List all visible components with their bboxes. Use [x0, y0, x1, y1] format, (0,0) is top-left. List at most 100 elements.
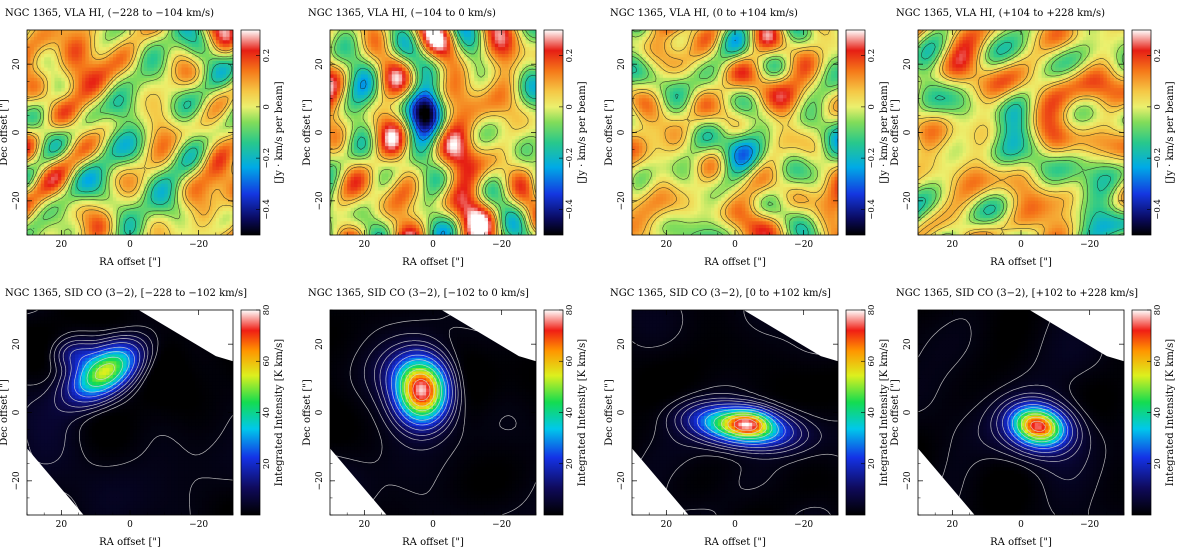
contour-lines	[330, 30, 536, 235]
panel-title: NGC 1365, VLA HI, (0 to +104 km/s)	[610, 8, 798, 19]
colorbar-tick-label: 80	[867, 305, 877, 316]
panel-7: 20 0 −20 −20 0 20 NGC 1365, SID CO (3−2), [0 t…	[604, 288, 890, 548]
colorbar-tick-label: −0.4	[262, 199, 272, 220]
heatmap-image	[918, 310, 1124, 515]
contour-level	[632, 30, 838, 235]
coverage-mask	[330, 310, 536, 515]
y-tick-label: 20	[903, 58, 913, 70]
contour-level	[632, 30, 838, 235]
colorbar-tick-label: −0.2	[1153, 148, 1163, 169]
contour-level	[674, 397, 809, 455]
x-tick-label: 20	[56, 240, 68, 250]
contour-level	[1011, 407, 1064, 446]
colorbar-tick-label: 0	[565, 104, 575, 109]
y-tick-label: 0	[12, 409, 22, 415]
x-axis-label: RA offset ["]	[704, 537, 766, 548]
colorbar-tick-label: 0	[262, 104, 272, 109]
x-axis-label: RA offset ["]	[704, 257, 766, 268]
contour-level	[918, 30, 1124, 235]
contour-lines	[632, 30, 838, 235]
colorbar-tick-label: 0	[1153, 104, 1163, 109]
y-tick-label: −20	[315, 471, 325, 490]
contour-level	[977, 384, 1092, 481]
panel-title: NGC 1365, VLA HI, (+104 to +228 km/s)	[896, 8, 1105, 19]
contour-level	[918, 30, 1124, 235]
colorbar-label: [Jy · km/s per beam]	[577, 81, 588, 183]
contour-level	[86, 356, 124, 387]
contour-level	[79, 351, 130, 393]
colorbar: −0.4 −0.2 0 0.2 [Jy · km/s per beam]	[845, 29, 890, 236]
contour-level	[632, 30, 838, 235]
colorbar-tick-label: 40	[565, 407, 575, 418]
panel-8: 20 0 −20 −20 0 20 NGC 1365, SID CO (3−2), [+10…	[890, 288, 1176, 548]
contour-level	[696, 406, 786, 445]
y-tick-label: 20	[617, 58, 627, 70]
x-tick-label: 20	[661, 240, 673, 250]
y-axis-label: Dec offset ["]	[302, 379, 313, 446]
colorbar-tick-label: 80	[565, 305, 575, 316]
colorbar-tick-label: 0	[867, 104, 877, 109]
y-tick-label: 20	[315, 58, 325, 70]
colorbar-scale	[845, 29, 866, 236]
x-axis-label: RA offset ["]	[990, 537, 1052, 548]
colorbar-tick-label: 60	[565, 356, 575, 367]
y-tick-label: −20	[903, 471, 913, 490]
contour-level	[704, 409, 779, 442]
colorbar-tick-label: 20	[1153, 458, 1163, 469]
contour-level	[330, 30, 536, 235]
y-tick-label: 0	[903, 129, 913, 135]
contour-lines	[918, 30, 1124, 235]
colorbar-tick-label: 40	[1153, 407, 1163, 418]
x-tick-label: 0	[430, 240, 436, 250]
contour-level	[1002, 400, 1073, 453]
x-tick-label: 0	[127, 240, 133, 250]
contour-level	[73, 346, 135, 398]
contour-level	[94, 363, 116, 380]
x-tick-label: −20	[492, 240, 511, 250]
y-axis-label: Dec offset ["]	[604, 379, 615, 446]
y-tick-label: −20	[617, 191, 627, 210]
colorbar-tick-label: 0.2	[1153, 49, 1163, 63]
contour-level	[360, 79, 446, 235]
y-tick-label: 20	[903, 338, 913, 350]
contour-level	[1020, 413, 1056, 440]
colorbar-scale	[240, 29, 261, 236]
colorbar-tick-label: 80	[1153, 305, 1163, 316]
contour-level	[665, 392, 822, 460]
contour-level	[720, 413, 768, 437]
panel-title: NGC 1365, VLA HI, (−104 to 0 km/s)	[308, 8, 496, 19]
y-axis-label: Dec offset ["]	[604, 99, 615, 166]
x-tick-label: 0	[430, 520, 436, 530]
y-tick-label: 0	[903, 409, 913, 415]
x-tick-label: −20	[189, 240, 208, 250]
colorbar-label: Integrated Intensity [K km/s]	[274, 339, 285, 487]
y-axis-label: Dec offset ["]	[0, 379, 10, 446]
x-tick-label: 20	[359, 240, 371, 250]
colorbar-tick-label: 20	[867, 458, 877, 469]
x-tick-label: −20	[189, 520, 208, 530]
x-tick-label: −20	[1080, 240, 1099, 250]
colorbar-tick-label: 80	[262, 305, 272, 316]
colorbar-tick-label: −0.2	[565, 148, 575, 169]
y-tick-label: 0	[12, 129, 22, 135]
y-tick-label: 0	[315, 409, 325, 415]
contour-level	[374, 340, 459, 441]
y-tick-label: 20	[315, 338, 325, 350]
contour-level	[1016, 410, 1060, 443]
colorbar-tick-label: 60	[262, 356, 272, 367]
panel-4: 20 0 −20 −20 0 20 NGC 1365, VLA HI, (+104 to +…	[890, 8, 1176, 268]
colorbar-label: [Jy · km/s per beam]	[1165, 81, 1176, 183]
contour-level	[918, 30, 1124, 235]
x-axis-label: RA offset ["]	[402, 257, 464, 268]
colorbar-tick-label: 20	[262, 458, 272, 469]
colorbar-tick-label: −0.2	[262, 148, 272, 169]
colorbar-tick-label: 60	[867, 356, 877, 367]
colorbar: −0.4 −0.2 0 0.2 [Jy · km/s per beam]	[1131, 29, 1176, 236]
x-tick-label: 0	[1018, 240, 1024, 250]
contour-level	[395, 359, 446, 421]
colorbar: 20 40 60 80 Integrated Intensity [K km/s]	[1131, 305, 1176, 516]
x-tick-label: 20	[661, 520, 673, 530]
contour-level	[734, 39, 838, 165]
panel-1: 20 0 −20 −20 0 20 NGC 1365, VLA HI, (−228 to −…	[0, 8, 285, 268]
